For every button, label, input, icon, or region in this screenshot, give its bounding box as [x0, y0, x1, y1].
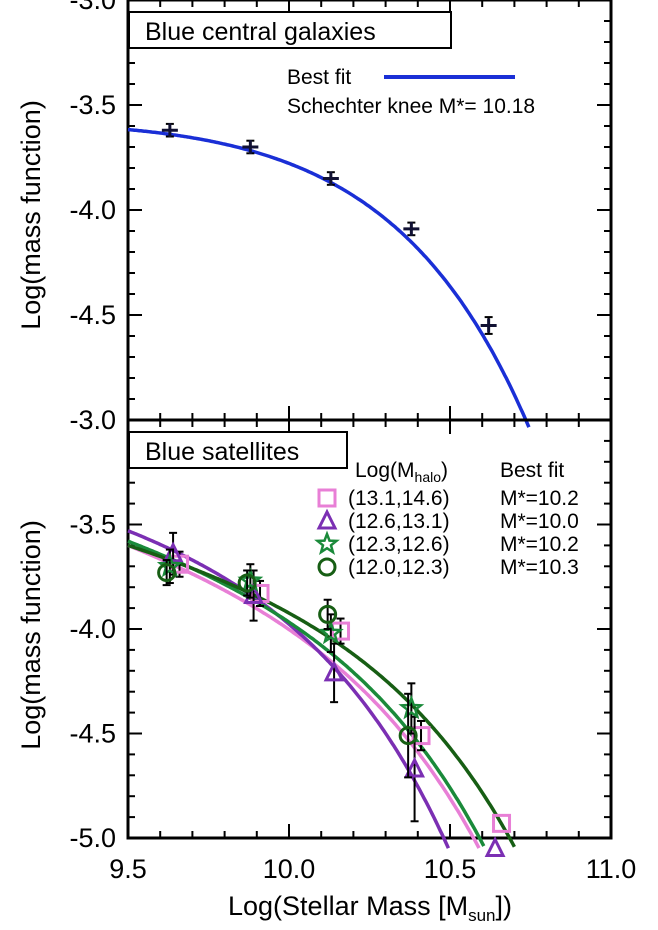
bottom-y-ticks: -3.0 -3.5 -4.0 -4.5 -5.0	[69, 405, 611, 853]
top-legend-knee-label: Schechter knee M*= 10.18	[287, 95, 535, 118]
bottom-title-box	[128, 431, 348, 469]
top-panel-frame	[126, 0, 613, 422]
y-tick-label: -3.0	[69, 0, 116, 15]
top-panel-title: Blue central galaxies	[145, 18, 376, 46]
top-fit-curves	[127, 127, 531, 428]
y-tick-label: -4.0	[69, 614, 116, 644]
x-tick-label: 10.5	[424, 854, 477, 884]
top-legend-fit-label: Best fit	[287, 66, 351, 89]
x-tick-label: 10.0	[263, 854, 316, 884]
bottom-panel-blue-satellites: -3.0 -3.5 -4.0 -4.5 -5.0 9.5 10.0 10.5 11.0 Blu…	[16, 405, 636, 925]
top-y-axis-title: Log(mass function)	[16, 100, 46, 330]
legend-fit-mstar: M*=10.2	[500, 533, 579, 556]
bottom-panel-title: Blue satellites	[145, 438, 299, 466]
bottom-y-axis-title: Log(mass function)	[16, 520, 46, 750]
x-tick-label: 11.0	[586, 854, 637, 884]
data-point-star	[314, 530, 340, 555]
data-point-triangle	[316, 508, 338, 530]
y-tick-label: -3.5	[69, 510, 116, 540]
data-point-circle	[237, 573, 257, 593]
y-tick-label: -5.0	[69, 823, 116, 853]
y-tick-label: -3.5	[69, 90, 116, 120]
data-point-square	[492, 813, 512, 833]
bottom-panel-frame	[126, 418, 613, 840]
top-y-ticks: -3.0 -3.5 -4.0 -4.5	[69, 0, 611, 421]
bottom-fit-curves	[127, 529, 516, 849]
bottom-x-ticks: 9.5 10.0 10.5 11.0	[109, 420, 636, 884]
data-point-square	[317, 488, 337, 508]
legend-fit-mstar: M*=10.3	[500, 556, 579, 579]
top-x-ticks	[127, 0, 612, 420]
legend-header-halo: Log(Mhalo)	[355, 459, 448, 485]
bottom-x-axis-title: Log(Stellar Mass [Msun])	[228, 891, 512, 925]
data-point-square	[331, 621, 351, 641]
data-point-circle	[317, 557, 337, 577]
y-tick-label: -3.0	[69, 405, 116, 435]
legend-fit-mstar: M*=10.2	[500, 487, 579, 510]
top-title-box	[128, 11, 452, 49]
y-tick-label: -4.5	[69, 719, 116, 749]
legend-halo-range: (12.6,13.1)	[348, 510, 450, 533]
fit-curve	[127, 127, 531, 428]
data-point-circle	[398, 726, 418, 746]
data-point-star	[156, 552, 183, 578]
x-tick-label: 9.5	[109, 854, 147, 884]
fit-curve	[127, 539, 486, 847]
top-legend: Best fit Schechter knee M*= 10.18	[287, 66, 535, 118]
bottom-legend-rows: (13.1,14.6) M*=10.2 (12.6,13.1) M*=10.0 (12.…	[314, 487, 579, 579]
data-point-star	[398, 694, 425, 720]
top-panel-blue-centrals: -3.0 -3.5 -4.0 -4.5 Blue central galaxies B…	[16, 0, 613, 428]
bottom-data-points	[156, 531, 512, 857]
y-tick-label: -4.0	[69, 195, 116, 225]
data-point-triangle	[404, 756, 426, 778]
y-tick-label: -4.5	[69, 300, 116, 330]
data-point-triangle	[323, 660, 345, 682]
data-point-circle	[318, 604, 338, 624]
bottom-legend: Log(Mhalo) Best fit (13.1,14.6) M*=10.2(1…	[314, 459, 579, 579]
data-point-triangle	[484, 836, 506, 857]
fit-curve	[127, 543, 516, 848]
legend-halo-range: (12.0,12.3)	[348, 556, 450, 579]
data-point-square	[411, 726, 431, 746]
top-data-points	[161, 122, 497, 335]
legend-halo-range: (12.3,12.6)	[348, 533, 450, 556]
legend-header-fit: Best fit	[500, 459, 564, 482]
data-point-circle	[157, 563, 177, 583]
legend-fit-mstar: M*=10.0	[500, 510, 579, 533]
legend-halo-range: (13.1,14.6)	[348, 487, 450, 510]
